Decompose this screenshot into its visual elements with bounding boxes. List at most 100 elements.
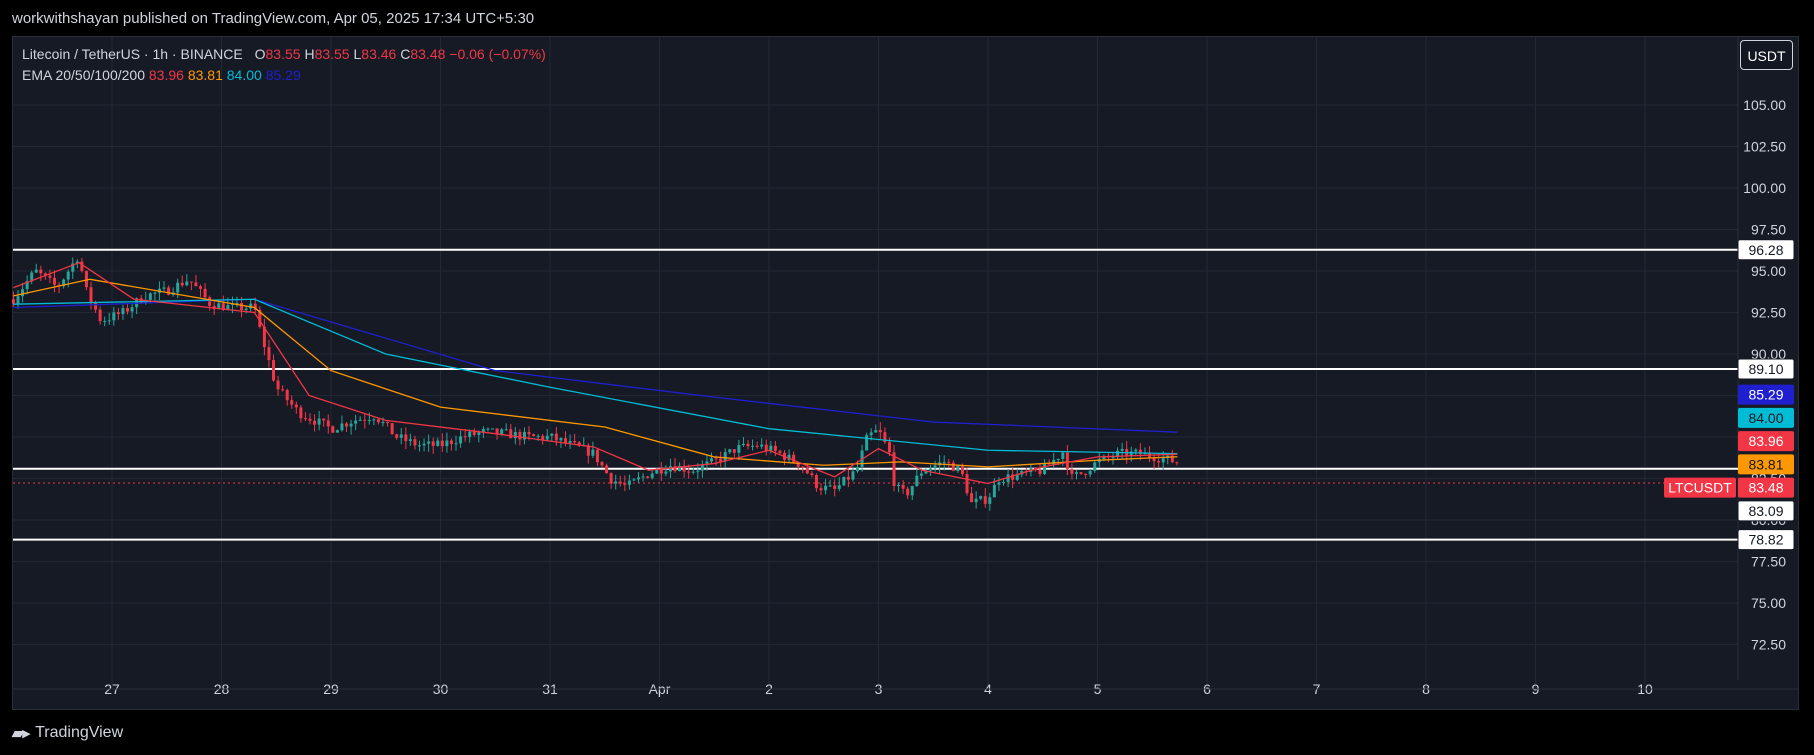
candle-body [1129,451,1133,457]
candle-body [1002,481,1006,483]
candle-body [887,442,891,453]
candle-body [185,281,189,286]
candle-body [427,441,431,444]
y-tick-label: 97.50 [1751,222,1786,238]
candle-body [646,476,650,478]
ema-label[interactable]: EMA 20/50/100/200 [22,67,145,83]
candle-body [203,288,207,298]
price-tag [1738,407,1794,428]
candle-body [1116,450,1120,457]
price-tag [1737,239,1795,261]
high-value: 83.55 [314,46,350,62]
candle-body [80,261,84,271]
candle-body [408,439,412,442]
candle-body [121,308,125,315]
price-tag-label: 78.82 [1748,532,1783,548]
candle-body [313,420,317,425]
symbol-tag [1664,477,1736,498]
candle-body [600,462,604,466]
price-tag-label: 96.28 [1748,242,1783,258]
candle-body [500,429,504,435]
candle-body [258,309,262,327]
candle-body [856,467,860,472]
candle-body [865,435,869,451]
symbol-title[interactable]: Litecoin / TetherUS · 1h · BINANCE [22,46,243,62]
candle-body [153,292,157,294]
candle-body [851,471,855,480]
candle-body [970,493,974,503]
candle-body [459,436,463,444]
candle-body [719,458,723,462]
ohlc-row: Litecoin / TetherUS · 1h · BINANCE O83.5… [22,44,546,65]
candle-body [491,428,495,430]
candle-body [103,321,107,323]
price-tag [1738,477,1794,498]
candle-body [472,431,476,435]
currency-button[interactable]: USDT [1740,40,1793,70]
y-tick-label: 95.00 [1751,263,1786,279]
candle-body [281,389,285,391]
price-tag-label: 84.00 [1748,410,1783,426]
price-tag-label: 83.09 [1748,503,1783,519]
candle-body [1011,474,1015,480]
candle-body [11,299,15,305]
candle-body [66,271,70,280]
candle-body [559,438,563,441]
chart-legend: Litecoin / TetherUS · 1h · BINANCE O83.5… [22,44,546,86]
plot-area[interactable] [13,37,1738,690]
candle-body [965,474,969,494]
candle-body [878,430,882,433]
publisher-line: workwithshayan published on TradingView.… [12,10,535,27]
candle-body [755,445,759,447]
candle-body [386,422,390,424]
candle-body [1102,455,1106,460]
price-tag-label: 85.29 [1748,387,1783,403]
open-value: 83.55 [265,46,301,62]
candle-body [883,432,887,443]
candle-body [554,433,558,441]
candle-body [1038,470,1042,474]
candle-body [746,443,750,447]
candle-body [541,435,545,440]
candle-body [413,439,417,446]
candle-body [892,452,896,487]
candle-body [764,444,768,451]
candle-body [390,423,394,435]
candle-body [842,476,846,486]
y-tick-label: 102.50 [1743,139,1786,155]
candle-body [71,263,75,272]
candle-body [605,465,609,474]
candle-body [308,418,312,421]
candle-body [1065,452,1069,470]
candle-body [942,462,946,464]
candle-body [30,272,34,282]
candle-body [710,458,714,462]
candle-body [564,438,568,443]
candle-body [627,480,631,485]
candle-body [901,484,905,489]
candle-body [272,360,276,381]
candle-body [769,445,773,451]
change-value: −0.06 (−0.07%) [449,46,546,62]
candle-body [62,279,66,287]
candle-body [112,312,116,321]
candle-body [53,277,57,285]
candle-body [290,400,294,405]
candle-body [267,347,271,361]
candle-body [294,404,298,408]
candle-body [199,286,203,289]
chart-frame[interactable] [12,36,1799,710]
candle-body [632,479,636,481]
candle-body [522,431,526,440]
price-tag [1738,384,1794,405]
candle-body [1120,448,1124,451]
candle-body [418,445,422,447]
candle-body [1047,463,1051,465]
price-tag [1738,454,1794,475]
candle-body [167,287,171,295]
candle-body [372,419,376,421]
y-tick-label: 75.00 [1751,595,1786,611]
candle-body [513,431,517,439]
price-tag-label: 83.96 [1748,433,1783,449]
